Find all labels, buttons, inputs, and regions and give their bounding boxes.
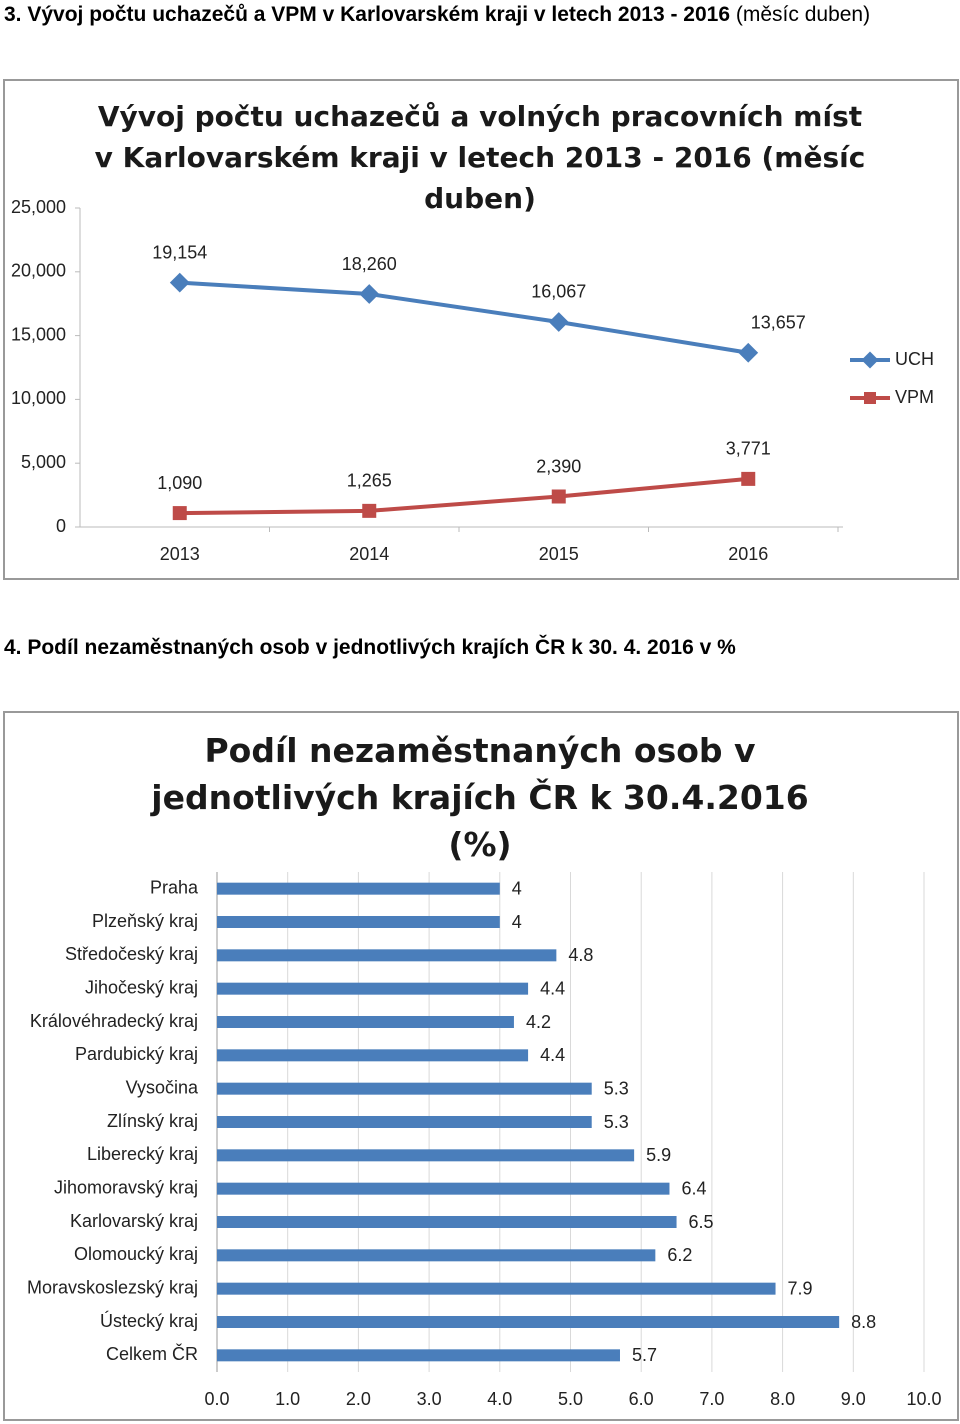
legend-label: UCH bbox=[895, 349, 934, 369]
data-label: 2,390 bbox=[536, 456, 581, 476]
heading: 4. Podíl nezaměstnaných osob v jednotliv… bbox=[4, 636, 736, 659]
x-tick-label: 2014 bbox=[349, 544, 389, 564]
y-tick-label: Jihomoravský kraj bbox=[54, 1177, 198, 1197]
bar bbox=[217, 982, 529, 995]
data-label: 16,067 bbox=[531, 282, 586, 302]
bar bbox=[217, 882, 500, 895]
x-tick-label: 2013 bbox=[160, 544, 200, 564]
y-tick-label: Celkem ČR bbox=[106, 1343, 198, 1364]
x-tick-label: 0.0 bbox=[204, 1389, 229, 1409]
y-tick-label: Ústecký kraj bbox=[100, 1310, 198, 1331]
marker bbox=[738, 342, 759, 363]
x-tick-label: 2.0 bbox=[346, 1389, 371, 1409]
y-tick-label: Praha bbox=[150, 877, 199, 897]
y-tick-label: Zlínský kraj bbox=[107, 1111, 198, 1131]
bar bbox=[217, 1182, 670, 1195]
x-tick-label: 10.0 bbox=[906, 1389, 941, 1409]
x-tick-label: 4.0 bbox=[487, 1389, 512, 1409]
x-tick-label: 5.0 bbox=[558, 1389, 583, 1409]
bar bbox=[217, 916, 500, 928]
data-label: 19,154 bbox=[152, 242, 207, 262]
data-label: 4 bbox=[512, 878, 522, 898]
data-label: 4.8 bbox=[568, 945, 593, 965]
bar bbox=[217, 1049, 529, 1062]
y-tick-label: Vysočina bbox=[126, 1077, 199, 1097]
x-tick-label: 1.0 bbox=[275, 1389, 300, 1409]
bar bbox=[217, 1216, 677, 1228]
data-label: 7.9 bbox=[788, 1278, 813, 1298]
bar bbox=[217, 1249, 656, 1262]
bar bbox=[217, 1282, 776, 1295]
data-label: 1,090 bbox=[157, 473, 202, 493]
y-tick-label: Jihočeský kraj bbox=[85, 977, 198, 997]
y-tick-label: Karlovarský kraj bbox=[70, 1211, 198, 1231]
y-tick-label: Pardubický kraj bbox=[75, 1044, 198, 1064]
bar bbox=[217, 1349, 620, 1362]
chart-title: Podíl nezaměstnaných osob v jednotlivých… bbox=[151, 731, 809, 864]
series-line bbox=[179, 476, 749, 516]
marker bbox=[169, 272, 190, 293]
y-tick-label: 0 bbox=[56, 516, 66, 536]
y-tick-label: Plzeňský kraj bbox=[92, 911, 198, 931]
legend-marker bbox=[861, 351, 879, 369]
data-label: 5.9 bbox=[646, 1145, 671, 1165]
heading-normal: (měsíc duben) bbox=[735, 3, 871, 26]
x-tick-label: 2015 bbox=[539, 544, 579, 564]
x-tick-label: 6.0 bbox=[629, 1389, 654, 1409]
chart-frame bbox=[3, 79, 959, 580]
marker bbox=[551, 489, 566, 504]
y-tick-label: Olomoucký kraj bbox=[74, 1244, 198, 1264]
data-label: 1,265 bbox=[347, 471, 392, 491]
chart-title: Vývoj počtu uchazečů a volných pracovníc… bbox=[94, 100, 866, 215]
y-tick-label: 25,000 bbox=[11, 197, 66, 217]
bar bbox=[217, 1082, 592, 1095]
data-label: 13,657 bbox=[751, 312, 806, 332]
data-label: 4.4 bbox=[540, 1045, 565, 1065]
marker bbox=[172, 506, 187, 521]
data-label: 4.2 bbox=[526, 1012, 551, 1032]
y-tick-label: Královéhradecký kraj bbox=[30, 1011, 198, 1031]
bar bbox=[217, 1316, 840, 1328]
bar bbox=[217, 949, 557, 962]
data-label: 3,771 bbox=[726, 439, 771, 459]
data-label: 5.3 bbox=[604, 1078, 629, 1098]
x-tick-label: 7.0 bbox=[699, 1389, 724, 1409]
legend-label: VPM bbox=[895, 387, 934, 407]
y-tick-label: 15,000 bbox=[11, 324, 66, 344]
y-tick-label: Moravskoslezský kraj bbox=[27, 1277, 198, 1297]
x-tick-label: 2016 bbox=[728, 544, 768, 564]
data-label: 4.4 bbox=[540, 978, 565, 998]
bar bbox=[217, 1149, 635, 1162]
data-label: 8.8 bbox=[851, 1312, 876, 1332]
heading: 3. Vývoj počtu uchazečů a VPM v Karlovar… bbox=[4, 2, 954, 28]
data-label: 6.5 bbox=[689, 1212, 714, 1232]
y-tick-label: Liberecký kraj bbox=[87, 1144, 198, 1164]
chart-frame bbox=[3, 711, 959, 1421]
data-label: 6.4 bbox=[681, 1178, 706, 1198]
data-label: 6.2 bbox=[667, 1245, 692, 1265]
marker bbox=[548, 312, 569, 332]
y-tick-label: 10,000 bbox=[11, 388, 66, 408]
marker bbox=[362, 503, 377, 518]
bar bbox=[217, 1116, 592, 1128]
x-tick-label: 9.0 bbox=[841, 1389, 866, 1409]
x-tick-label: 3.0 bbox=[417, 1389, 442, 1409]
marker bbox=[741, 471, 756, 486]
series-line bbox=[179, 280, 749, 355]
data-label: 5.3 bbox=[604, 1112, 629, 1132]
x-tick-label: 8.0 bbox=[770, 1389, 795, 1409]
bar bbox=[217, 1016, 514, 1028]
heading-bold: 3. Vývoj počtu uchazečů a VPM v Karlovar… bbox=[4, 3, 731, 26]
marker bbox=[359, 284, 380, 304]
y-tick-label: 20,000 bbox=[11, 261, 66, 281]
legend-marker bbox=[864, 392, 876, 404]
data-label: 18,260 bbox=[342, 254, 397, 274]
y-tick-label: Středočeský kraj bbox=[65, 944, 198, 964]
y-tick-label: 5,000 bbox=[21, 452, 66, 472]
data-label: 4 bbox=[512, 912, 522, 932]
data-label: 5.7 bbox=[632, 1345, 657, 1365]
